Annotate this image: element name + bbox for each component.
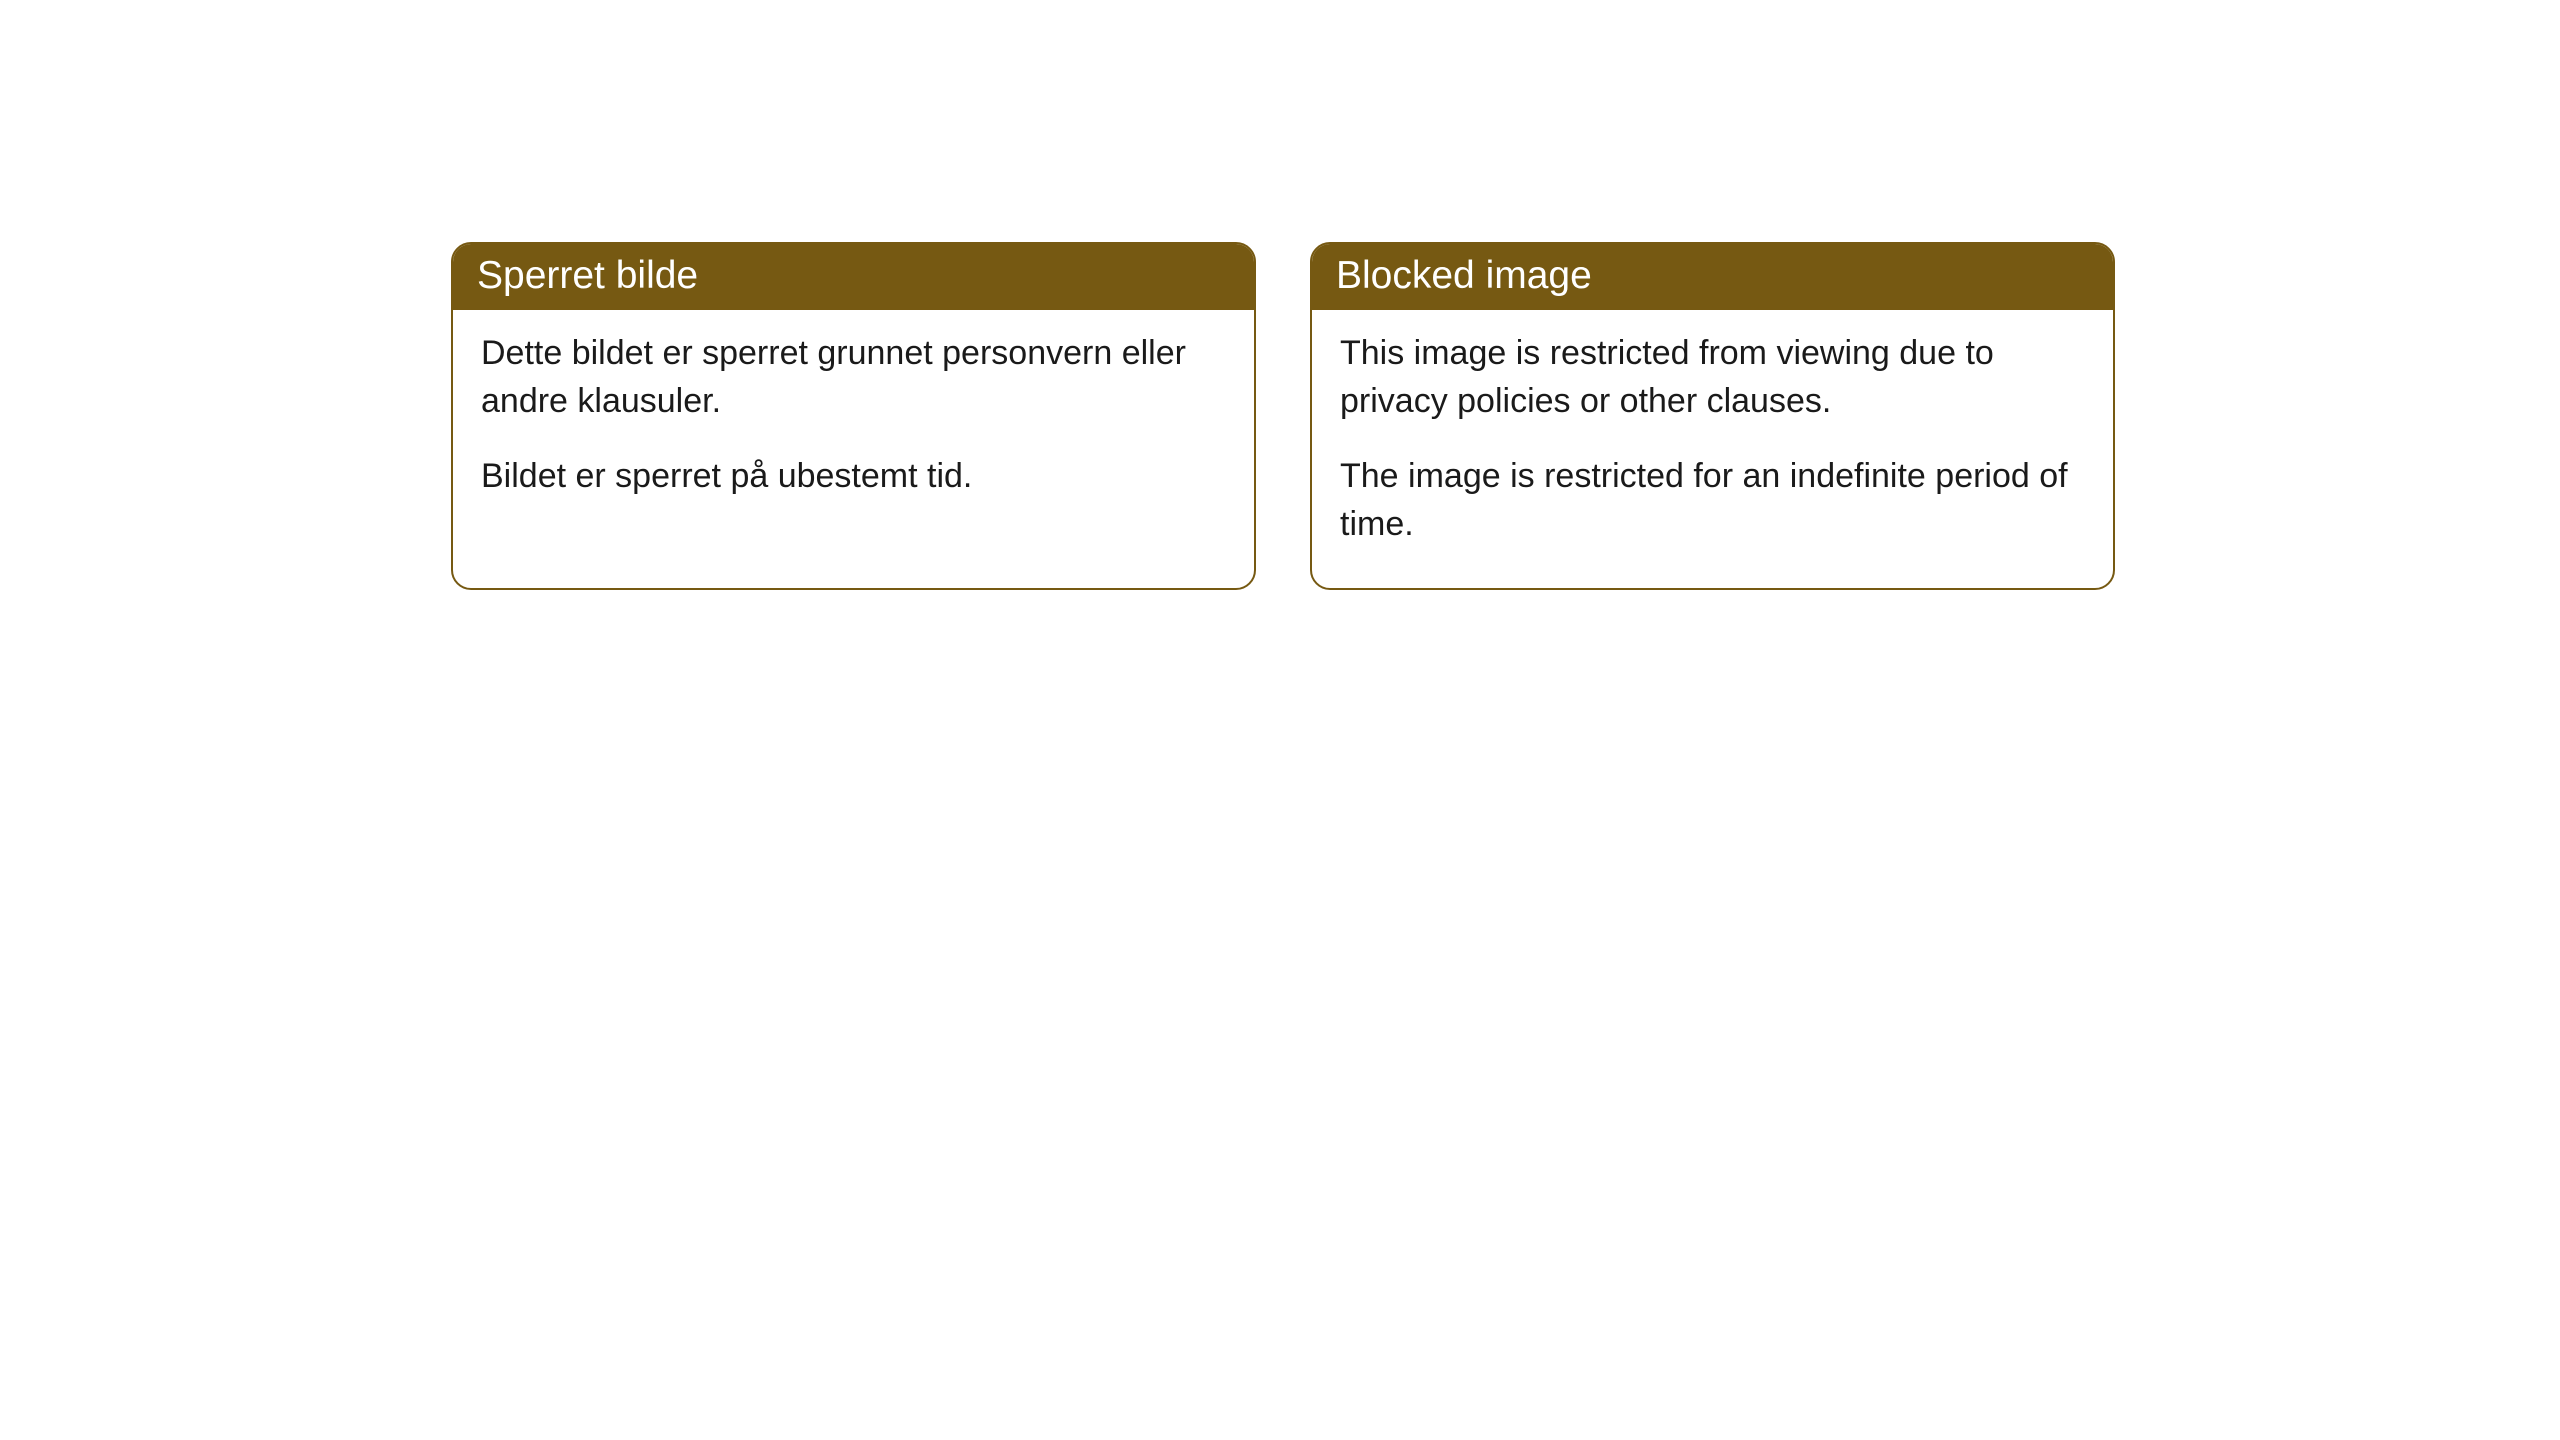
card-body: Dette bildet er sperret grunnet personve… [453, 310, 1254, 541]
notice-cards-container: Sperret bilde Dette bildet er sperret gr… [451, 242, 2115, 590]
card-paragraph: The image is restricted for an indefinit… [1340, 453, 2085, 548]
card-body: This image is restricted from viewing du… [1312, 310, 2113, 588]
notice-card-english: Blocked image This image is restricted f… [1310, 242, 2115, 590]
card-paragraph: This image is restricted from viewing du… [1340, 330, 2085, 425]
card-paragraph: Dette bildet er sperret grunnet personve… [481, 330, 1226, 425]
notice-card-norwegian: Sperret bilde Dette bildet er sperret gr… [451, 242, 1256, 590]
card-paragraph: Bildet er sperret på ubestemt tid. [481, 453, 1226, 501]
card-header: Blocked image [1312, 244, 2113, 310]
card-header: Sperret bilde [453, 244, 1254, 310]
